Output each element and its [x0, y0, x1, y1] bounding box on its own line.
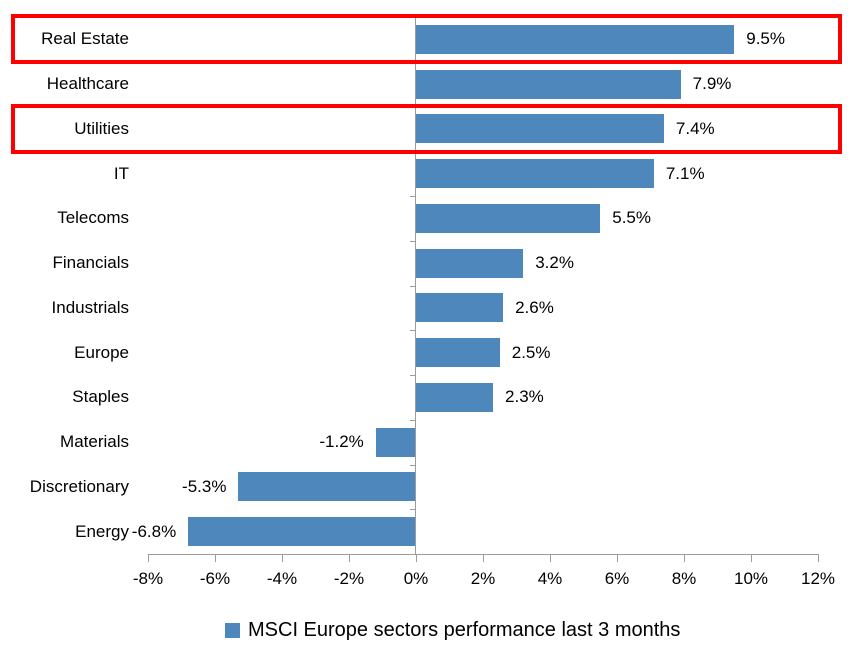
bar: [416, 114, 664, 144]
bar: [416, 248, 524, 278]
category-label: Healthcare: [46, 74, 129, 94]
value-label: 7.4%: [675, 118, 715, 138]
x-tick-label: 8%: [671, 569, 697, 588]
category-label: Real Estate: [41, 29, 129, 49]
x-tick-label: 12%: [800, 569, 836, 588]
x-axis-tick: [550, 554, 551, 562]
x-tick-label: 10%: [733, 569, 769, 588]
bar: [375, 427, 416, 457]
x-tick-label: -6%: [199, 569, 231, 588]
x-tick-label: -4%: [266, 569, 298, 588]
category-label: Energy: [75, 521, 129, 541]
legend: MSCI Europe sectors performance last 3 m…: [225, 619, 680, 641]
y-axis-tick: [410, 509, 416, 511]
bar: [416, 203, 601, 233]
x-tick-label: -2%: [333, 569, 365, 588]
y-axis-tick: [410, 285, 416, 287]
legend-marker: [225, 622, 240, 638]
value-label: 2.5%: [511, 342, 551, 362]
x-axis-tick: [684, 554, 685, 562]
value-label: 5.5%: [612, 208, 651, 228]
y-axis-tick: [410, 419, 416, 421]
x-tick-label: 0%: [403, 569, 429, 588]
value-label: -1.2%: [319, 432, 364, 452]
value-label: -6.8%: [131, 521, 177, 541]
y-axis-tick: [410, 375, 416, 376]
x-axis-tick: [282, 554, 283, 562]
bar: [416, 159, 654, 189]
legend-label: MSCI Europe sectors performance last 3 m…: [248, 619, 681, 641]
category-label: Discretionary: [29, 476, 129, 496]
x-axis-tick: [818, 554, 819, 562]
x-axis-tick: [416, 554, 417, 562]
value-label: 2.6%: [515, 297, 554, 317]
y-axis-tick: [410, 196, 416, 197]
value-label: 2.3%: [505, 387, 544, 407]
value-label: 3.2%: [535, 253, 574, 273]
value-label: 7.1%: [665, 163, 705, 183]
x-axis-tick: [617, 554, 618, 562]
bar: [416, 382, 494, 412]
y-axis-tick: [410, 330, 416, 332]
x-axis-tick: [215, 554, 216, 562]
x-axis-tick: [751, 554, 752, 562]
bar: [416, 338, 500, 368]
x-tick-label: 4%: [537, 569, 563, 588]
category-label: Materials: [60, 432, 129, 452]
highlight-rect: [11, 14, 842, 65]
category-label: Financials: [52, 253, 129, 273]
category-label: Staples: [72, 387, 129, 407]
bar: [416, 24, 735, 54]
bar: [416, 69, 681, 99]
bar: [188, 517, 416, 547]
highlight-rect: [11, 103, 842, 154]
category-label: Utilities: [74, 118, 129, 138]
x-axis-tick: [349, 554, 350, 562]
category-label: Europe: [74, 342, 129, 362]
category-label: IT: [113, 163, 129, 183]
x-axis-tick: [148, 554, 149, 562]
bar: [238, 472, 416, 502]
x-axis-tick: [483, 554, 484, 562]
value-label: 9.5%: [746, 29, 785, 49]
x-tick-label: 2%: [470, 569, 496, 588]
category-label: Industrials: [51, 297, 129, 317]
x-tick-label: -8%: [132, 569, 164, 588]
category-label: Telecoms: [57, 208, 129, 228]
y-axis-tick: [410, 464, 416, 466]
bar: [416, 293, 504, 323]
y-axis-tick: [410, 240, 416, 242]
x-tick-label: 6%: [604, 569, 630, 588]
value-label: 7.9%: [692, 74, 732, 94]
value-label: -5.3%: [182, 476, 227, 496]
